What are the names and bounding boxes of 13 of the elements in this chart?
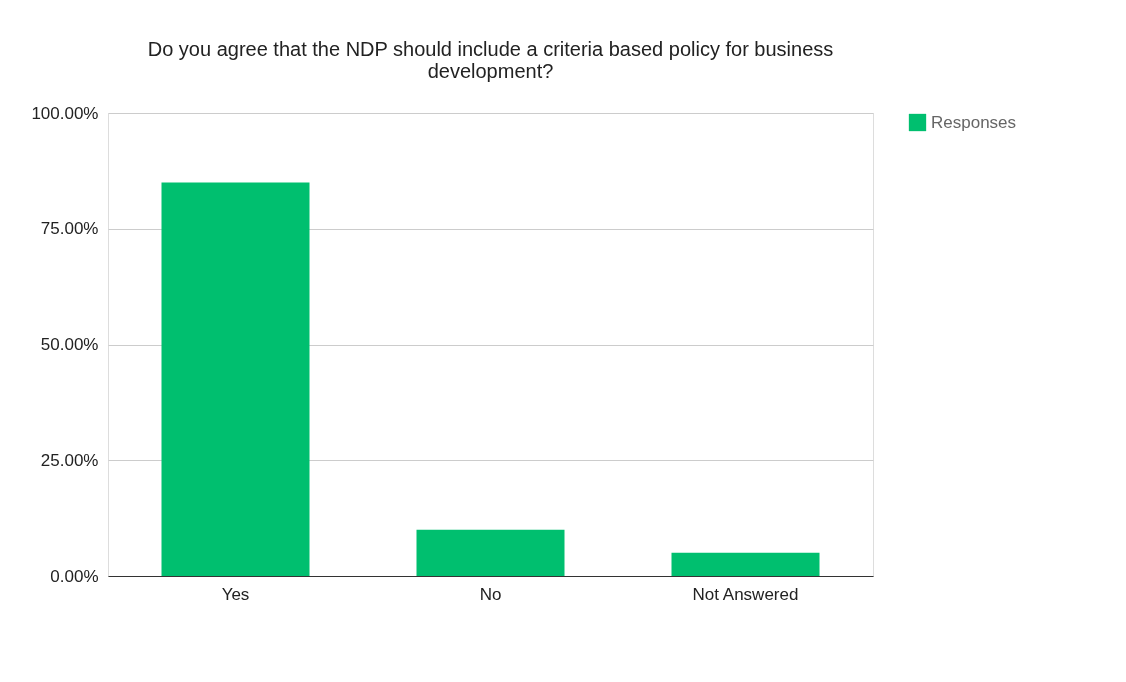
y-tick-label: 25.00%: [40, 450, 99, 470]
y-tick-label: 50.00%: [40, 335, 99, 354]
legend-label: Responses: [931, 112, 1017, 132]
y-tick-label: 0.00%: [50, 566, 99, 586]
bar: [416, 529, 565, 576]
chart-title: Do you agree that the NDP should include a criteria based policy for business development?: [147, 38, 834, 82]
bar: [671, 552, 820, 576]
x-tick-label: Yes: [221, 584, 250, 604]
bar: [161, 182, 310, 576]
x-tick-label: No: [479, 584, 502, 604]
y-tick-label: 100.00%: [31, 103, 99, 123]
x-tick-label: Not Answered: [692, 584, 799, 604]
y-tick-label: 75.00%: [40, 219, 99, 239]
